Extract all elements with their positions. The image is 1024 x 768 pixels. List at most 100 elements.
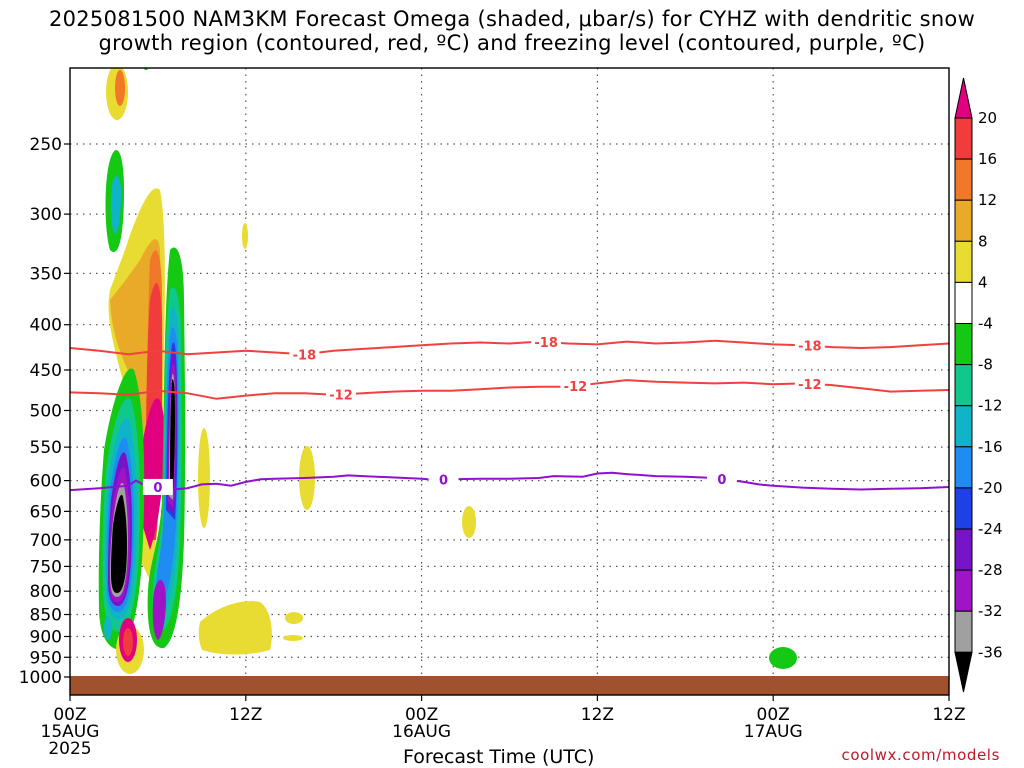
colorbar-segment	[954, 117, 973, 160]
plot-frame	[69, 67, 950, 696]
y-tick-label: 1000	[19, 668, 62, 688]
y-tick-label: 850	[30, 606, 62, 626]
colorbar-segment	[954, 405, 973, 448]
contour-label-bg	[706, 470, 737, 487]
omega-region	[110, 176, 122, 234]
omega-region	[115, 70, 125, 106]
contour-label-bg	[326, 386, 357, 403]
omega-region	[111, 494, 127, 593]
omega-region	[139, 398, 165, 550]
contour-label: -12	[798, 378, 822, 393]
contour-lines: -18 -18 -18 -12 -12 -12 0 0 0	[70, 334, 949, 496]
contour-label-bg	[794, 337, 825, 354]
x-tick-date: 15AUG	[41, 722, 100, 742]
x-tick-label: 00Z	[757, 705, 790, 725]
contour-label-bg	[531, 334, 562, 351]
credit-link[interactable]: coolwx.com/models	[841, 746, 1000, 764]
colorbar-top-arrow	[954, 77, 973, 119]
colorbar: 20 16 12 8 4 -4 -8 -12 -16 -20 -24 -28 -32 -36	[954, 77, 1003, 693]
y-tick-label: 450	[30, 361, 62, 381]
omega-shading	[98, 68, 797, 674]
y-tick-label: 800	[30, 582, 62, 602]
omega-region	[198, 428, 210, 528]
omega-region	[152, 580, 166, 640]
colorbar-label: -8	[978, 356, 993, 374]
colorbar-label: 8	[978, 232, 988, 250]
x-tick-label: 12Z	[229, 705, 262, 725]
omega-region	[123, 628, 133, 656]
contour-label: -18	[798, 340, 822, 355]
y-tick-label: 650	[30, 502, 62, 522]
contour-label-bg	[560, 377, 591, 394]
colorbar-segment	[954, 487, 973, 530]
x-tick-label: 00Z	[53, 705, 86, 725]
grid-lines	[70, 68, 949, 676]
omega-region	[769, 647, 797, 669]
y-tick-label: 350	[30, 264, 62, 284]
contour-label-bg	[794, 375, 825, 392]
x-tick-label: 12Z	[581, 705, 614, 725]
colorbar-segment	[954, 240, 973, 283]
y-tick-label: 500	[30, 402, 62, 422]
omega-region	[198, 601, 272, 655]
colorbar-segment	[954, 446, 973, 489]
contour-label: -18	[293, 348, 317, 363]
x-tick-date: 17AUG	[744, 722, 803, 742]
chart-title-line2: growth region (contoured, red, ºC) and f…	[98, 31, 926, 55]
x-axis-title: Forecast Time (UTC)	[403, 746, 595, 768]
x-tick-label: 00Z	[405, 705, 438, 725]
colorbar-label: -12	[978, 397, 1003, 415]
y-tick-label: 400	[30, 316, 62, 336]
omega-region	[462, 506, 476, 538]
colorbar-segment	[954, 364, 973, 407]
omega-region	[242, 223, 248, 249]
colorbar-label: -16	[978, 438, 1003, 456]
x-tick-year: 2025	[48, 739, 91, 759]
colorbar-label: -20	[978, 479, 1003, 497]
contour-label-bg	[142, 478, 173, 495]
contour-label: -18	[534, 336, 558, 351]
omega-region	[285, 612, 303, 624]
colorbar-segment	[954, 281, 973, 324]
colorbar-label: 20	[978, 109, 997, 127]
colorbar-segment	[954, 199, 973, 242]
contour-label: 0	[153, 481, 162, 496]
colorbar-segment	[954, 610, 973, 653]
colorbar-label: -24	[978, 520, 1003, 538]
y-axis: 2503003504004505005506006507007508008509…	[19, 135, 70, 688]
y-tick-label: 950	[30, 648, 62, 668]
colorbar-label: -36	[978, 643, 1003, 661]
omega-region	[170, 379, 175, 495]
contour-label-bg	[428, 471, 459, 488]
chart-title-line1: 2025081500 NAM3KM Forecast Omega (shaded…	[48, 7, 976, 31]
y-tick-label: 300	[30, 205, 62, 225]
colorbar-segment	[954, 158, 973, 201]
y-tick-label: 750	[30, 557, 62, 577]
omega-region	[283, 635, 303, 641]
contour-label: -12	[329, 388, 353, 403]
x-tick-label: 12Z	[932, 705, 965, 725]
y-tick-label: 550	[30, 438, 62, 458]
x-tick-date: 16AUG	[392, 722, 451, 742]
colorbar-label: 4	[978, 273, 988, 291]
colorbar-segment	[954, 569, 973, 612]
y-tick-label: 250	[30, 135, 62, 155]
colorbar-label: -4	[978, 315, 993, 333]
contour-label-bg	[289, 346, 320, 363]
colorbar-label: 12	[978, 191, 997, 209]
colorbar-label: 16	[978, 150, 997, 168]
contour-label: -12	[564, 380, 588, 395]
contour-label: 0	[439, 474, 448, 489]
ground-surface	[70, 676, 949, 695]
colorbar-bottom-arrow	[954, 651, 973, 693]
y-tick-label: 900	[30, 627, 62, 647]
y-tick-label: 600	[30, 472, 62, 492]
colorbar-segment	[954, 528, 973, 571]
y-tick-label: 700	[30, 531, 62, 551]
contour-label: 0	[717, 473, 726, 488]
omega-region	[104, 616, 112, 640]
colorbar-label: -32	[978, 602, 1003, 620]
colorbar-label: -28	[978, 561, 1003, 579]
